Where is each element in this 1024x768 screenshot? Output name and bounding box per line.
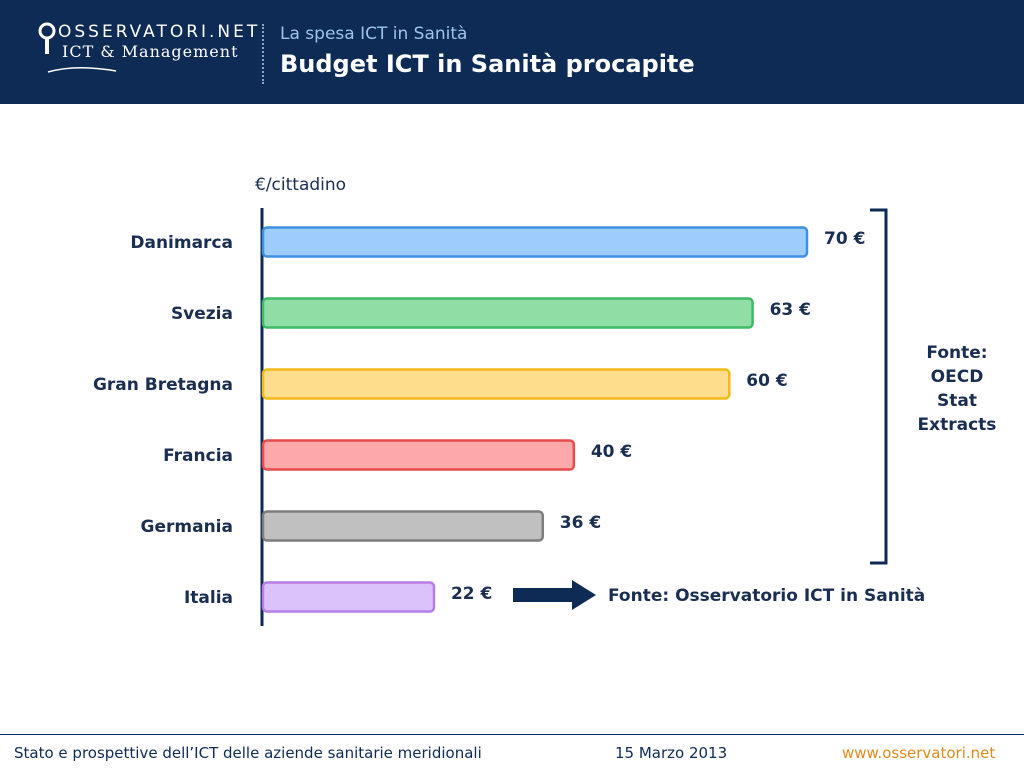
category-label-italia: Italia <box>184 588 233 608</box>
logo-text-top: OSSERVATORI.NET <box>58 22 261 42</box>
category-label-francia: Francia <box>163 446 233 466</box>
footer-title: Stato e prospettive dell’ICT delle azien… <box>14 744 482 762</box>
value-label-danimarca: 70 € <box>824 229 865 249</box>
bar-italia <box>261 581 436 613</box>
logo-text-bottom: ICT & Management <box>62 42 239 61</box>
bracket-source-line: Stat <box>937 391 977 411</box>
arrow-source-text: Fonte: Osservatorio ICT in Sanità <box>608 586 925 606</box>
arrow-icon <box>513 580 596 610</box>
bar-germania <box>261 510 545 542</box>
slide-title: Budget ICT in Sanità procapite <box>280 50 695 78</box>
header-divider <box>262 24 264 84</box>
footer-divider <box>0 734 1024 735</box>
value-label-germania: 36 € <box>560 513 601 533</box>
key-icon <box>38 22 56 54</box>
value-label-svezia: 63 € <box>770 300 811 320</box>
slide-subtitle: La spesa ICT in Sanità <box>280 24 468 44</box>
bar-francia <box>261 439 576 471</box>
category-label-svezia: Svezia <box>171 304 233 324</box>
header-banner: OSSERVATORI.NET ICT & Management La spes… <box>0 0 1024 104</box>
bar-chart: €/cittadino Danimarca 70 € Svezia 63 € Gran B… <box>93 175 997 626</box>
bar-gran-bretagna <box>261 368 731 400</box>
bracket-source-line: Fonte: <box>926 343 987 363</box>
value-label-gran-bretagna: 60 € <box>746 371 787 391</box>
value-label-francia: 40 € <box>591 442 632 462</box>
value-label-italia: 22 € <box>451 584 492 604</box>
footer-url[interactable]: www.osservatori.net <box>842 744 996 762</box>
category-label-danimarca: Danimarca <box>130 233 233 253</box>
bracket-source-line: Extracts <box>918 415 997 435</box>
bracket-source-text: Fonte: OECD Stat Extracts <box>918 343 997 435</box>
unit-label: €/cittadino <box>255 175 346 195</box>
footer-date: 15 Marzo 2013 <box>615 744 728 762</box>
source-bracket <box>870 208 888 565</box>
logo-swoosh <box>47 66 117 73</box>
category-label-gran-bretagna: Gran Bretagna <box>93 375 233 395</box>
bar-svezia <box>261 297 754 329</box>
bracket-source-line: OECD <box>931 367 984 387</box>
category-label-germania: Germania <box>141 517 233 537</box>
bar-danimarca <box>261 226 809 258</box>
